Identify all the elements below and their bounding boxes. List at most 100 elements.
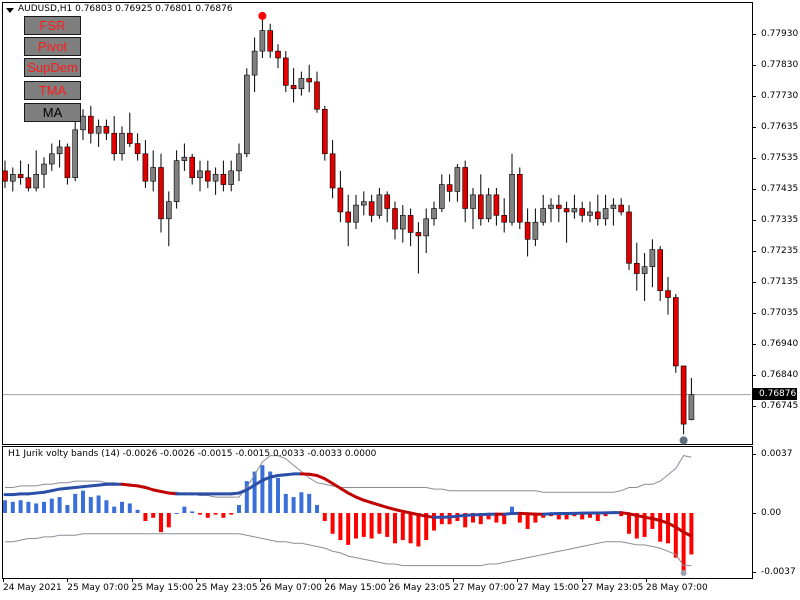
symbol-ohlc-header: AUDUSD,H1 0.76803 0.76925 0.76801 0.7687… bbox=[18, 4, 233, 14]
bear-candle bbox=[462, 167, 469, 209]
bull-candle bbox=[353, 204, 359, 223]
time-tick bbox=[195, 578, 197, 582]
histogram-bar bbox=[564, 513, 569, 520]
histogram-bar bbox=[517, 513, 522, 523]
pivot-button[interactable]: Pivot bbox=[24, 37, 81, 56]
histogram-bar bbox=[463, 513, 468, 528]
bear-candle bbox=[25, 177, 32, 189]
histogram-bar bbox=[471, 513, 475, 523]
bull-candle bbox=[10, 174, 16, 182]
bull-candle bbox=[688, 394, 695, 420]
histogram-bar bbox=[385, 513, 390, 537]
histogram-bar bbox=[556, 513, 561, 520]
bull-candle bbox=[540, 208, 547, 223]
bull-candle bbox=[438, 184, 445, 209]
ma-button[interactable]: MA bbox=[24, 103, 81, 122]
histogram-bar bbox=[502, 513, 507, 525]
histogram-bar bbox=[276, 477, 280, 513]
histogram-bar bbox=[34, 503, 39, 513]
bull-candle bbox=[48, 153, 55, 165]
dropdown-triangle-icon[interactable] bbox=[6, 8, 14, 13]
time-label: 26 May 07:00 bbox=[260, 583, 322, 593]
histogram-bar bbox=[268, 471, 273, 513]
bear-candle bbox=[633, 262, 640, 274]
histogram-bar bbox=[478, 513, 483, 525]
bull-candle bbox=[244, 74, 250, 155]
bull-candle bbox=[212, 174, 219, 182]
bull-candle bbox=[431, 208, 437, 220]
bear-candle bbox=[158, 167, 164, 220]
time-label: 24 May 2021 bbox=[3, 583, 62, 593]
bull-candle bbox=[80, 115, 86, 131]
histogram-bar bbox=[166, 513, 171, 528]
histogram-bar bbox=[666, 513, 670, 544]
histogram-bar bbox=[260, 465, 265, 513]
price-label: 0.77730 bbox=[761, 91, 799, 101]
bear-candle bbox=[415, 232, 422, 237]
histogram-bar bbox=[658, 513, 663, 542]
bear-candle bbox=[368, 201, 375, 216]
price-tick bbox=[752, 344, 756, 345]
price-tick bbox=[752, 189, 756, 190]
bear-candle bbox=[205, 170, 211, 182]
histogram-bar bbox=[432, 513, 436, 531]
bull-candle bbox=[571, 208, 578, 213]
bear-candle bbox=[88, 115, 94, 134]
indicator-tick bbox=[752, 513, 756, 514]
price-label: 0.77930 bbox=[761, 29, 799, 39]
histogram-bar bbox=[26, 501, 31, 513]
bear-candle bbox=[142, 153, 149, 182]
histogram-bar bbox=[104, 500, 109, 513]
histogram-bar bbox=[81, 490, 85, 513]
bear-candle bbox=[290, 85, 297, 90]
bear-candle bbox=[672, 297, 679, 367]
histogram-bar bbox=[299, 492, 304, 513]
time-label: 27 May 23:05 bbox=[581, 583, 644, 593]
jurik-ma-segment bbox=[338, 486, 350, 495]
time-label: 27 May 07:00 bbox=[453, 583, 515, 593]
histogram-bar bbox=[120, 501, 124, 513]
price-label: 0.77635 bbox=[761, 122, 799, 132]
histogram-bar bbox=[580, 513, 585, 520]
histogram-bar bbox=[143, 513, 148, 521]
tma-button[interactable]: TMA bbox=[24, 81, 81, 100]
jurik-ma-segment bbox=[323, 477, 335, 485]
bull-candle bbox=[587, 211, 593, 216]
bear-candle bbox=[306, 78, 313, 83]
histogram-bar bbox=[174, 513, 179, 514]
bull-candle bbox=[181, 156, 188, 161]
fsr-button[interactable]: FSR bbox=[24, 16, 81, 35]
time-tick bbox=[453, 578, 455, 582]
histogram-bar bbox=[595, 513, 600, 521]
histogram-bar bbox=[681, 513, 686, 572]
bull-candle bbox=[236, 153, 242, 172]
indicator-tick bbox=[752, 454, 756, 455]
current-price-label: 0.76876 bbox=[753, 388, 797, 400]
histogram-bar bbox=[112, 506, 117, 513]
histogram-bar bbox=[42, 501, 46, 513]
time-label: 26 May 23:05 bbox=[388, 583, 451, 593]
time-tick bbox=[131, 578, 133, 582]
bull-candle bbox=[360, 201, 367, 206]
histogram-bar bbox=[88, 497, 93, 513]
indicator-axis-label: -0.0037 bbox=[761, 567, 796, 577]
histogram-bar bbox=[486, 513, 491, 520]
time-tick bbox=[581, 578, 583, 582]
supdem-button[interactable]: SupDem bbox=[24, 58, 81, 77]
price-label: 0.76840 bbox=[761, 370, 799, 380]
bear-candle bbox=[524, 221, 531, 240]
histogram-bar bbox=[159, 513, 163, 533]
bull-candle bbox=[509, 174, 515, 223]
histogram-bar bbox=[354, 513, 358, 539]
bear-candle bbox=[17, 174, 24, 179]
bear-candle bbox=[555, 204, 562, 209]
histogram-bar bbox=[447, 513, 452, 525]
histogram-bar bbox=[408, 513, 413, 544]
bear-candle bbox=[501, 215, 508, 223]
indicator-axis-label: 0.0037 bbox=[761, 449, 793, 459]
bull-candle bbox=[610, 204, 617, 209]
bear-candle bbox=[579, 208, 586, 216]
histogram-bar bbox=[642, 513, 647, 537]
bear-candle bbox=[392, 208, 398, 230]
bull-candle bbox=[399, 215, 406, 230]
